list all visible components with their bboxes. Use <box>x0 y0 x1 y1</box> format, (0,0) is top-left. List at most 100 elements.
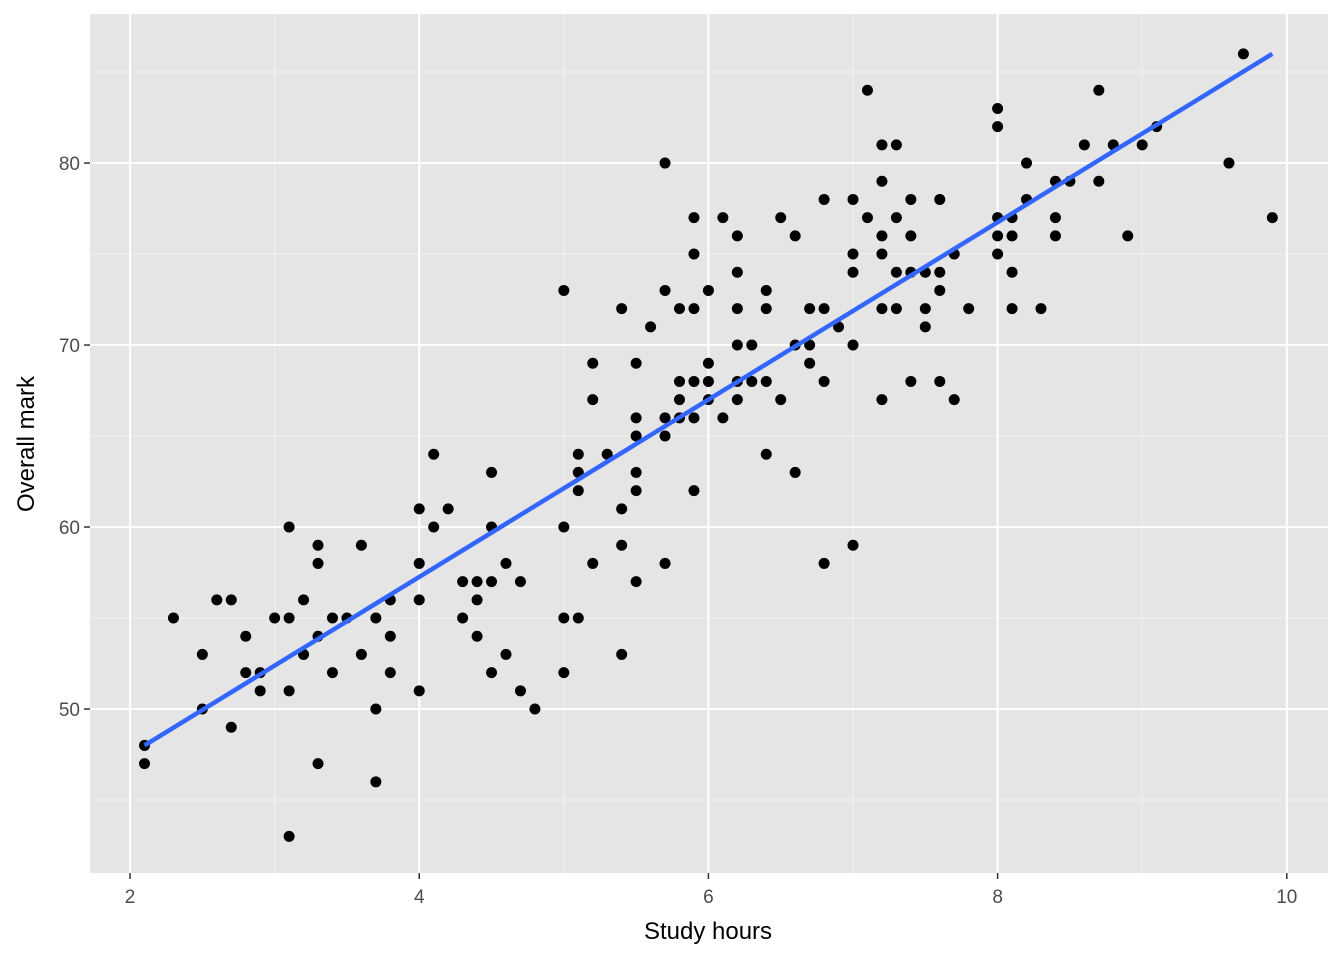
x-tick-label: 6 <box>703 887 714 908</box>
point <box>1021 157 1033 169</box>
point <box>1122 230 1134 242</box>
point <box>992 102 1004 114</box>
y-tick-label: 60 <box>59 518 80 539</box>
point <box>601 448 613 460</box>
point <box>630 466 642 478</box>
point <box>760 303 772 315</box>
y-tick-label: 80 <box>59 154 80 175</box>
point <box>630 485 642 497</box>
point <box>225 721 237 733</box>
point <box>167 612 179 624</box>
point <box>992 248 1004 260</box>
point <box>283 830 295 842</box>
point <box>731 394 743 406</box>
point <box>587 357 599 369</box>
point <box>688 303 700 315</box>
point <box>616 503 628 515</box>
point <box>529 703 541 715</box>
point <box>847 339 859 351</box>
point <box>731 266 743 278</box>
point <box>731 303 743 315</box>
point <box>486 667 498 679</box>
point <box>804 303 816 315</box>
point <box>760 284 772 296</box>
y-tick-label: 50 <box>59 700 80 721</box>
point <box>731 230 743 242</box>
point <box>1035 303 1047 315</box>
point <box>558 667 570 679</box>
point <box>326 667 338 679</box>
point <box>818 557 830 569</box>
point <box>413 594 425 606</box>
point <box>587 557 599 569</box>
point <box>384 667 396 679</box>
point <box>876 175 888 187</box>
point <box>876 303 888 315</box>
point <box>630 357 642 369</box>
point <box>630 576 642 588</box>
point <box>890 266 902 278</box>
point <box>196 648 208 660</box>
point <box>630 412 642 424</box>
point <box>572 448 584 460</box>
point <box>370 776 382 788</box>
point <box>804 339 816 351</box>
point <box>890 303 902 315</box>
point <box>789 230 801 242</box>
point <box>1136 139 1148 151</box>
point <box>674 394 686 406</box>
point <box>312 557 324 569</box>
x-axis-title: Study hours <box>644 918 772 945</box>
point <box>688 212 700 224</box>
point <box>1266 212 1278 224</box>
point <box>775 212 787 224</box>
point <box>283 685 295 697</box>
point <box>572 612 584 624</box>
point <box>428 521 440 533</box>
point <box>775 394 787 406</box>
point <box>1078 139 1090 151</box>
point <box>1093 84 1105 96</box>
point <box>370 703 382 715</box>
point <box>1006 303 1018 315</box>
point <box>992 121 1004 133</box>
point <box>486 466 498 478</box>
point <box>688 375 700 387</box>
point <box>312 758 324 770</box>
point <box>500 648 512 660</box>
point <box>659 430 671 442</box>
point <box>847 248 859 260</box>
point <box>876 248 888 260</box>
point <box>1237 48 1249 60</box>
point <box>890 139 902 151</box>
point <box>746 339 758 351</box>
point <box>558 612 570 624</box>
point <box>1093 175 1105 187</box>
point <box>471 576 483 588</box>
point <box>876 139 888 151</box>
point <box>355 539 367 551</box>
point <box>457 612 469 624</box>
point <box>934 266 946 278</box>
point <box>717 412 729 424</box>
x-tick-label: 10 <box>1276 887 1297 908</box>
point <box>269 612 281 624</box>
point <box>659 284 671 296</box>
point <box>688 485 700 497</box>
point <box>211 594 223 606</box>
point <box>876 394 888 406</box>
x-tick-label: 2 <box>125 887 136 908</box>
point <box>616 648 628 660</box>
point <box>587 394 599 406</box>
point <box>240 630 252 642</box>
point <box>1049 212 1061 224</box>
point <box>486 576 498 588</box>
point <box>847 193 859 205</box>
point <box>500 557 512 569</box>
point <box>254 685 266 697</box>
point <box>616 539 628 551</box>
point <box>572 485 584 497</box>
point <box>674 375 686 387</box>
point <box>326 612 338 624</box>
